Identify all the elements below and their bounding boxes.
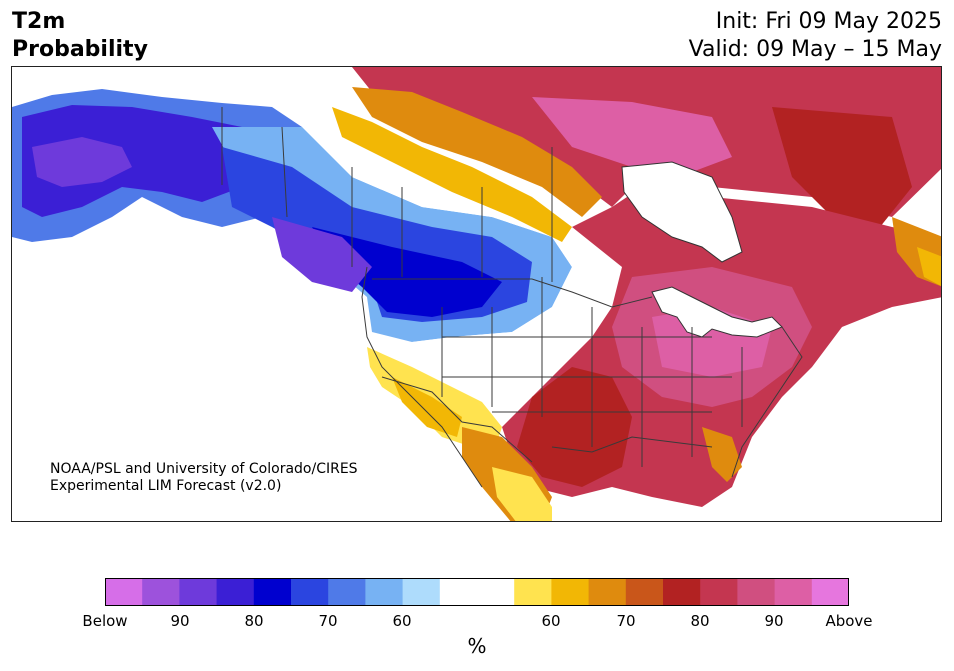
north-canada-orange bbox=[352, 87, 602, 217]
water-features bbox=[621, 161, 783, 338]
colorbar-cell bbox=[700, 578, 738, 606]
tick-above-80: 80 bbox=[690, 612, 710, 630]
title-variable: T2m bbox=[12, 9, 66, 34]
tick-above-60: 60 bbox=[541, 612, 561, 630]
colorbar-cell bbox=[663, 578, 701, 606]
southwest-above-2 bbox=[392, 377, 462, 437]
colorbar-cell bbox=[588, 578, 627, 606]
alaska-deep bbox=[32, 137, 132, 187]
colorbar-cell bbox=[105, 578, 143, 606]
tick-below-70: 70 bbox=[318, 612, 338, 630]
tick-below-60: 60 bbox=[392, 612, 412, 630]
colorbar-cell bbox=[737, 578, 776, 606]
tick-above-70: 70 bbox=[616, 612, 636, 630]
us-mexico-border bbox=[381, 376, 533, 463]
boundaries bbox=[221, 107, 803, 488]
north-canada-yellow bbox=[332, 107, 572, 242]
init-date: Init: Fri 09 May 2025 bbox=[715, 9, 942, 34]
tick-above: Above bbox=[825, 612, 873, 630]
west-canada-deep bbox=[312, 227, 502, 317]
colorbar-cell bbox=[514, 578, 552, 606]
east-canada-red bbox=[772, 107, 912, 237]
province-lines bbox=[281, 126, 553, 282]
colorbar-cell bbox=[402, 578, 441, 606]
probability-map bbox=[12, 67, 941, 521]
hudson-pink bbox=[532, 97, 732, 172]
newfoundland-yellow bbox=[917, 247, 941, 286]
colorbar bbox=[105, 578, 849, 606]
state-lines bbox=[441, 277, 743, 467]
hudson-bay bbox=[621, 161, 743, 263]
colorbar-cell bbox=[811, 578, 849, 606]
colorbar-cell bbox=[328, 578, 366, 606]
florida-orange bbox=[702, 427, 742, 482]
colorbar-cell bbox=[774, 578, 813, 606]
bc-purple bbox=[272, 217, 372, 292]
colorbar-cell bbox=[551, 578, 590, 606]
tick-below-90: 90 bbox=[170, 612, 190, 630]
mexico-yellow bbox=[492, 467, 552, 521]
colorbar-cell bbox=[477, 578, 515, 606]
map-panel: NOAA/PSL and University of Colorado/CIRE… bbox=[11, 66, 942, 522]
title-quantity: Probability bbox=[12, 37, 148, 62]
colorbar-cell bbox=[291, 578, 329, 606]
central-red bbox=[517, 367, 632, 487]
colorbar-cell bbox=[365, 578, 404, 606]
near-normal-band bbox=[302, 107, 612, 397]
forecast-dates: Init: Fri 09 May 2025 Valid: 09 May – 15… bbox=[689, 8, 942, 64]
colorbar-unit: % bbox=[467, 634, 487, 658]
east-coast bbox=[731, 326, 803, 478]
colorbar-cell bbox=[179, 578, 218, 606]
credit-line1: NOAA/PSL and University of Colorado/CIRE… bbox=[50, 461, 358, 477]
gulf-coast bbox=[551, 436, 713, 453]
great-lakes bbox=[651, 286, 783, 338]
credit-line2: Experimental LIM Forecast (v2.0) bbox=[50, 478, 282, 494]
us-canada-border bbox=[372, 278, 653, 308]
colorbar-cell bbox=[439, 578, 478, 606]
west-coast bbox=[361, 266, 483, 488]
colorbar-outline bbox=[105, 578, 849, 606]
tick-below: Below bbox=[82, 612, 128, 630]
credit-text: NOAA/PSL and University of Colorado/CIRE… bbox=[50, 461, 358, 495]
colorbar-cells bbox=[105, 578, 849, 606]
colorbar-cell bbox=[625, 578, 664, 606]
alaska-core bbox=[22, 105, 262, 217]
map-title: T2m Probability bbox=[12, 8, 148, 64]
colorbar-cell bbox=[253, 578, 292, 606]
colorbar-cell bbox=[216, 578, 255, 606]
colorbar-cell bbox=[142, 578, 180, 606]
valid-range: Valid: 09 May – 15 May bbox=[688, 37, 942, 62]
tick-below-80: 80 bbox=[244, 612, 264, 630]
tick-above-90: 90 bbox=[764, 612, 784, 630]
